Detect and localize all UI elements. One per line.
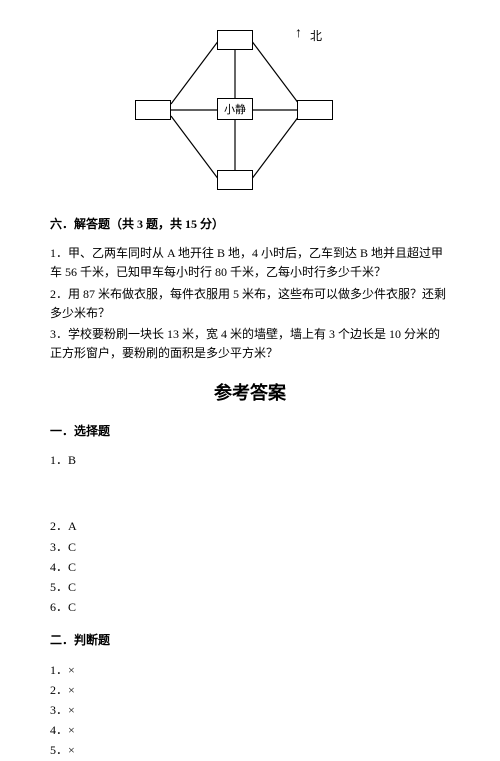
north-arrow-icon: ↑ bbox=[295, 27, 302, 41]
answers-title: 参考答案 bbox=[50, 379, 450, 408]
section-6-header: 六．解答题（共 3 题，共 15 分） bbox=[50, 215, 450, 234]
choice-answer: 1．B bbox=[50, 451, 450, 470]
judge-answer: 4．× bbox=[50, 721, 450, 740]
choice-answer: 2．A bbox=[50, 517, 450, 536]
choice-answer: 6．C bbox=[50, 598, 450, 617]
node-left bbox=[135, 100, 171, 120]
judge-answer: 1．× bbox=[50, 661, 450, 680]
choice-answer: 3．C bbox=[50, 538, 450, 557]
choice-answer: 4．C bbox=[50, 558, 450, 577]
question-6-3: 3．学校要粉刷一块长 13 米，宽 4 米的墙壁，墙上有 3 个边长是 10 分… bbox=[50, 325, 450, 363]
question-6-2: 2．用 87 米布做衣服，每件衣服用 5 米布，这些布可以做多少件衣服？还剩多少… bbox=[50, 285, 450, 323]
spacer bbox=[50, 471, 450, 516]
node-center: 小静 bbox=[217, 98, 253, 120]
judge-header: 二．判断题 bbox=[50, 631, 450, 650]
choice-header: 一．选择题 bbox=[50, 422, 450, 441]
north-label: 北 bbox=[310, 27, 322, 46]
diagram: 小静 ↑ 北 bbox=[135, 30, 365, 195]
node-top bbox=[217, 30, 253, 50]
judge-answer: 3．× bbox=[50, 701, 450, 720]
question-6-1: 1．甲、乙两车同时从 A 地开往 B 地，4 小时后，乙车到达 B 地并且超过甲… bbox=[50, 244, 450, 282]
choice-answer: 5．C bbox=[50, 578, 450, 597]
judge-answer: 2．× bbox=[50, 681, 450, 700]
node-right bbox=[297, 100, 333, 120]
node-bottom bbox=[217, 170, 253, 190]
judge-answer: 5．× bbox=[50, 741, 450, 760]
